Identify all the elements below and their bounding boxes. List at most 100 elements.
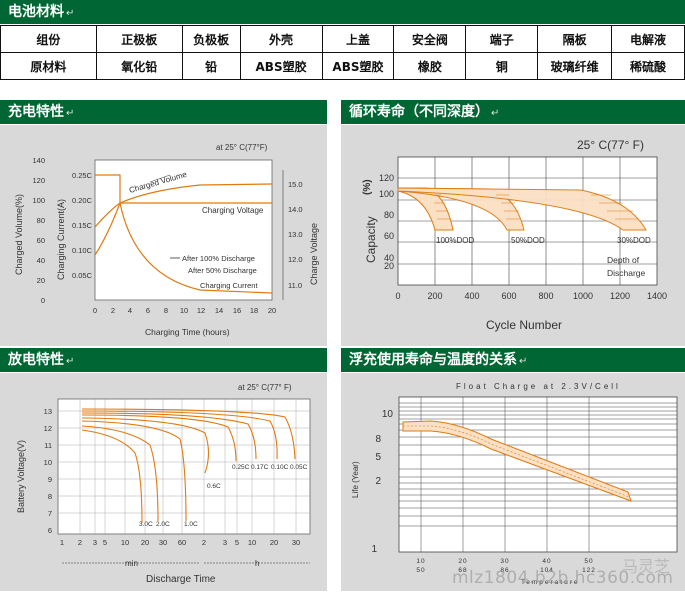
x-tick: 0	[93, 306, 97, 315]
x-tick: 104	[540, 567, 554, 574]
cycle-panel: 25° C(77° F) 120 100 80 60 40 20 (%) Cap…	[341, 125, 685, 346]
rate-label: 3.0C	[139, 521, 153, 528]
x-tick: 50	[584, 558, 593, 565]
x-tick: 14	[215, 306, 223, 315]
x-tick: 30	[159, 538, 167, 547]
y-tick: 10	[382, 409, 394, 420]
x-tick: 400	[464, 291, 479, 301]
y-tick: 8	[375, 434, 381, 445]
materials-title: 电池材料	[8, 4, 64, 20]
depth-label-line2: Discharge	[607, 268, 646, 278]
x-tick: 20	[141, 538, 149, 547]
y-tick: 120	[379, 173, 394, 183]
cell-material: 铅	[181, 52, 241, 80]
y-tick: 10	[44, 458, 52, 467]
y2-tick: 0.15C	[72, 221, 93, 230]
rate-label: 0.10C	[271, 464, 289, 471]
cell-component: 安全阀	[393, 25, 467, 53]
float-plot-area	[398, 396, 678, 553]
y1-tick: 20	[37, 276, 45, 285]
cell-material: 铜	[465, 52, 539, 80]
y-tick: 9	[48, 475, 52, 484]
float-x-ticks-f: 50 68 86 104 122	[416, 567, 595, 574]
y-tick: 60	[384, 231, 394, 241]
life-band-dashes	[403, 425, 630, 498]
y1-tick: 120	[32, 176, 45, 185]
x-tick: 1400	[647, 291, 667, 301]
x-tick: 2	[78, 538, 82, 547]
h-label: h	[255, 559, 259, 568]
x-tick: 2	[202, 538, 206, 547]
charged-volume-leader	[149, 174, 171, 183]
charged-volume-curve	[94, 183, 273, 228]
cell-material: 原材料	[0, 52, 97, 80]
charge-x-ticks: 0 2 4 6 8 10 12 14 16 18 20	[93, 306, 276, 315]
cycle-section-bar: 循环寿命（不同深度） ↵	[341, 100, 685, 124]
cell-material: 氧化铅	[95, 52, 183, 80]
y1-tick: 0	[41, 296, 45, 305]
discharge-y-ticks: 13 12 11 10 9 8 7 6	[44, 407, 52, 535]
y-tick: 20	[384, 261, 394, 271]
cell-component: 组份	[0, 25, 97, 53]
paragraph-mark: ↵	[66, 356, 75, 367]
charging-voltage-label: Charging Voltage	[202, 206, 264, 215]
x-tick: 800	[538, 291, 553, 301]
band-hatching	[431, 194, 639, 220]
charge-plot-area	[94, 159, 273, 301]
y3-ticks: 15.0 14.0 13.0 12.0 11.0	[288, 180, 303, 290]
x-tick: 1000	[573, 291, 593, 301]
float-x-label: Temperature	[521, 579, 580, 586]
float-title: Float Charge at 2.3V/Cell	[456, 382, 621, 391]
rate-label: 0.25C	[232, 464, 250, 471]
discharge-curves	[81, 408, 296, 524]
x-tick: 20	[270, 538, 278, 547]
float-section-bar: 浮充使用寿命与温度的关系 ↵	[341, 348, 685, 372]
float-y-label: Life (Year)	[351, 461, 360, 498]
y1-tick: 40	[37, 256, 45, 265]
charging-current-label: Charging Current	[200, 281, 258, 290]
band-30dod	[397, 187, 647, 231]
y1-tick: 60	[37, 236, 45, 245]
charging-voltage-curve	[94, 202, 272, 256]
y1-tick: 80	[37, 216, 45, 225]
x-tick: 68	[458, 567, 467, 574]
charge-y2-label: Charging Current(A)	[56, 199, 66, 280]
cell-component: 端子	[465, 25, 539, 53]
x-tick: 30	[500, 558, 509, 565]
x-tick: 12	[197, 306, 205, 315]
discharge-panel: at 25° C(77° F) 13 12 11 10 9 8 7 6 Batt…	[0, 373, 327, 591]
cell-component: 外壳	[239, 25, 323, 53]
paragraph-mark: ↵	[491, 108, 500, 119]
discharge-x-label: Discharge Time	[146, 574, 216, 585]
y-tick: 40	[384, 253, 394, 263]
after50-label: After 50% Discharge	[188, 266, 257, 275]
x-tick: 10	[121, 538, 129, 547]
cell-component: 上盖	[321, 25, 395, 53]
y-tick: 6	[48, 526, 52, 535]
x-tick: 50	[416, 567, 425, 574]
float-x-ticks-c: 10 20 30 40 50	[416, 558, 593, 565]
charge-condition: at 25° C(77°F)	[216, 143, 268, 152]
cell-material: 橡胶	[393, 52, 467, 80]
y-tick: 11	[44, 441, 52, 450]
rate-label: 0.05C	[290, 464, 308, 471]
x-tick: 10	[416, 558, 425, 565]
x-tick: 6	[146, 306, 150, 315]
cycle-condition: 25° C(77° F)	[577, 138, 644, 152]
watermark-text: mlz1804.b2b.hc360.com	[452, 568, 674, 588]
cycle-y-ticks: 120 100 80 60 40 20	[379, 173, 394, 271]
x-tick: 10	[180, 306, 188, 315]
x-tick: 3	[223, 538, 227, 547]
cell-material: 稀硫酸	[611, 52, 685, 80]
float-chart: Float Charge at 2.3V/Cell 10 8 5 2 1 Lif…	[351, 382, 678, 586]
discharge-x-ticks: 1 2 3 5 10 20 30 60 2 3 5 10 20 30	[60, 538, 300, 547]
x-tick: 30	[292, 538, 300, 547]
charge-y1-label: Charged Volume(%)	[14, 194, 24, 275]
rate-label: 0.17C	[251, 464, 269, 471]
y-tick: 12	[44, 424, 52, 433]
min-label: min	[125, 559, 138, 568]
y3-tick: 15.0	[288, 180, 303, 189]
x-tick: 20	[268, 306, 276, 315]
charge-x-label: Charging Time (hours)	[145, 327, 230, 337]
paragraph-mark: ↵	[519, 356, 528, 367]
